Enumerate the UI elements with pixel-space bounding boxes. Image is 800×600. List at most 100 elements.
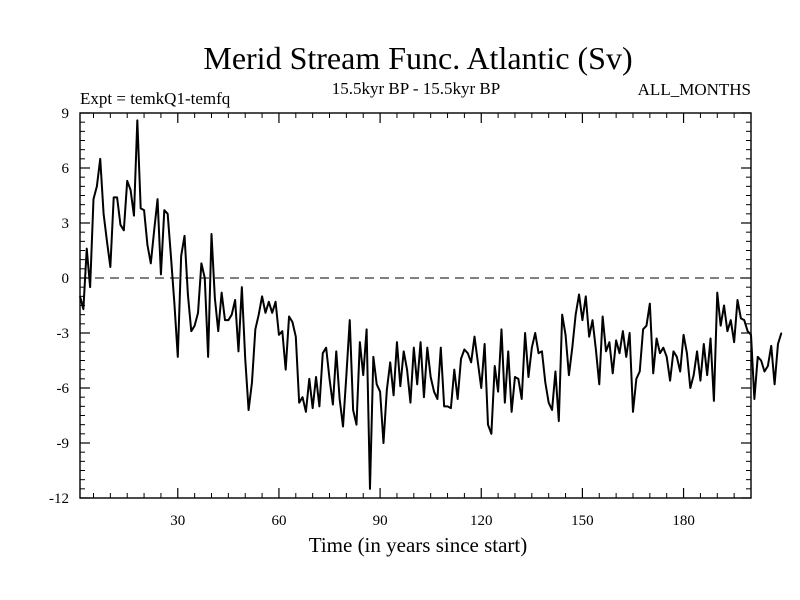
data-point [278,334,280,336]
data-point [679,370,681,373]
data-point [349,319,351,321]
data-point [271,312,273,314]
data-point [743,319,745,321]
data-point [480,387,482,389]
data-point [652,372,654,374]
data-point [777,343,779,345]
data-point [524,332,526,334]
data-point [723,304,725,307]
data-point [355,424,358,426]
data-point [514,376,516,378]
data-point [362,374,364,376]
data-point [510,411,513,413]
data-point [106,240,108,242]
data-point [534,332,536,334]
data-point [119,224,122,226]
data-point [639,370,641,373]
data-point [774,383,776,385]
data-point [339,398,341,400]
data-point [500,328,503,330]
data-point [136,119,138,121]
data-point [473,336,476,338]
data-point [463,348,465,351]
data-point [736,299,739,301]
series-line [79,119,783,490]
x-axis-label: Time (in years since start) [309,533,528,557]
data-point [423,396,425,398]
axis-ticks [80,112,751,499]
data-point [494,365,496,367]
data-point [200,262,202,264]
data-point [82,308,84,310]
data-point [146,244,149,246]
data-point [129,189,132,191]
data-point [382,442,385,444]
data-point [457,398,459,400]
data-point [274,301,277,303]
data-point [322,352,324,354]
data-point [430,376,432,378]
data-point [504,402,506,404]
y-tick-label: 0 [62,271,70,287]
data-point [433,391,435,393]
series-points [79,119,782,490]
data-point [163,209,165,211]
data-point [767,365,769,367]
data-point [517,378,519,380]
data-point [699,380,702,382]
data-point [753,398,755,400]
data-point [197,312,199,314]
data-point [261,295,263,297]
data-point [109,266,111,268]
data-point [244,358,246,360]
data-point [342,425,344,428]
data-point [649,303,651,305]
data-point [312,407,314,409]
data-point [696,350,698,352]
data-point [359,341,361,343]
data-point [99,158,101,160]
data-point [247,409,250,411]
data-point [116,196,118,198]
data-point [399,385,401,387]
data-point [446,405,449,407]
data-point [241,286,243,288]
data-point [187,293,189,296]
y-tick-label: -12 [49,491,69,507]
data-point [217,330,219,332]
data-point [376,383,378,385]
data-point [221,292,223,294]
data-point [537,352,540,354]
data-point [487,424,489,426]
data-point [733,341,735,343]
data-point [706,374,708,376]
data-point [258,314,260,316]
data-point [194,325,196,327]
data-point [544,381,546,384]
data-point [750,334,752,336]
data-point [92,198,95,200]
data-point [602,315,604,318]
data-point [366,328,368,330]
data-point [413,347,415,349]
data-point [709,337,712,340]
data-point [521,398,523,400]
data-point [79,295,81,297]
data-point [605,350,607,352]
data-point [126,180,128,182]
data-point [659,352,661,354]
data-point [254,328,256,330]
data-point [686,352,688,354]
x-tick-labels: 30 60 90 120 150 180 [170,513,695,529]
data-point [595,348,597,351]
data-point [672,350,675,352]
data-point [237,350,240,352]
data-point [173,303,176,305]
data-point [224,319,226,321]
x-tick-label: 150 [571,513,594,529]
data-point [551,409,553,411]
data-point [150,262,152,264]
period-label: 15.5kyr BP - 15.5kyr BP [332,79,500,98]
data-point [770,345,772,347]
